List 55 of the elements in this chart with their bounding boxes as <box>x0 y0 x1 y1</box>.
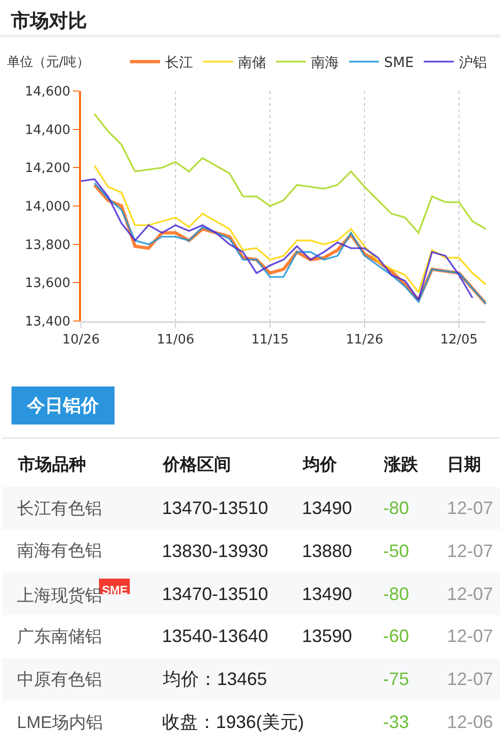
text: 13470-13510 <box>162 498 268 518</box>
x-tick-label: 11/06 <box>156 332 194 348</box>
chart-title: 市场对比 <box>10 10 87 32</box>
category-label: 日期 <box>447 455 481 474</box>
legend-label: 沪铝 <box>458 55 487 72</box>
x-tick-label: 11/26 <box>346 332 384 348</box>
y-tick-label: 14,400 <box>24 122 70 138</box>
text: 12-07 <box>447 584 494 604</box>
text: -80 <box>383 498 410 518</box>
line-series <box>94 164 486 294</box>
legend-label: SME <box>384 55 414 72</box>
text: 12-07 <box>447 669 494 689</box>
legend-label: 长江 <box>165 55 193 72</box>
text: 13540-13640 <box>162 626 268 646</box>
category-label: 均价 <box>302 455 338 474</box>
category-label: 广东南储铝 <box>17 627 102 646</box>
text: 今日铝价 <box>26 396 100 416</box>
text: 12-06 <box>447 712 494 732</box>
y-axis-title: 单位（元/吨） <box>7 55 90 70</box>
y-tick-label: 14,200 <box>24 161 70 176</box>
text: 13880 <box>302 541 352 561</box>
text: 13490 <box>302 498 352 518</box>
y-tick-label: 13,400 <box>24 314 70 330</box>
line-series <box>94 113 486 234</box>
legend-label: 南储 <box>238 55 266 72</box>
text: -33 <box>383 712 410 732</box>
text: 13830-13930 <box>162 541 268 561</box>
category-label: 涨跌 <box>383 455 419 474</box>
text: 13490 <box>302 584 352 604</box>
text: 13590 <box>302 626 352 646</box>
category-label: 上海现货铝$^{SME}$ <box>17 583 128 606</box>
x-tick-label: 12/05 <box>440 332 478 348</box>
text: -50 <box>383 541 410 561</box>
legend-label: 南海 <box>311 55 339 72</box>
text: 12-07 <box>447 626 494 646</box>
y-tick-label: 13,600 <box>24 276 70 292</box>
x-tick-label: 11/15 <box>251 332 289 348</box>
category-label: 价格区间 <box>162 455 231 474</box>
y-tick-label: 14,000 <box>24 200 70 215</box>
category-label: 市场品种 <box>17 455 86 474</box>
text: 12-07 <box>447 541 494 561</box>
text: -80 <box>383 584 410 604</box>
category-label: 长江有色铝 <box>17 499 102 518</box>
text: 12-07 <box>447 498 494 518</box>
text: 均价：13465 <box>163 669 268 689</box>
text: 13470-13510 <box>162 584 268 604</box>
y-tick-label: 13,800 <box>24 238 70 253</box>
y-tick-label: 14,600 <box>24 84 70 100</box>
category-label: 南海有色铝 <box>17 541 102 560</box>
category-label: 中原有色铝 <box>17 670 102 689</box>
category-label: LME场内铝 <box>17 713 103 732</box>
text: -75 <box>383 669 410 689</box>
x-tick-label: 10/26 <box>62 332 100 348</box>
text: -60 <box>383 626 410 646</box>
text: 收盘：1936(美元) <box>162 712 304 732</box>
